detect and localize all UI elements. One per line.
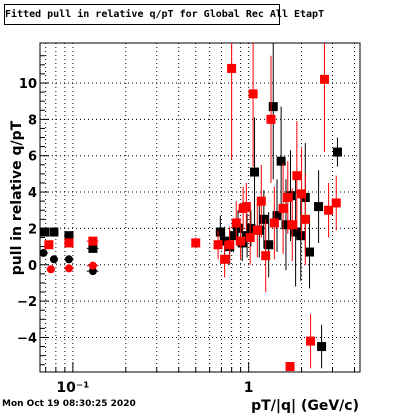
data-point	[266, 114, 276, 124]
data-point	[319, 74, 329, 84]
data-point	[88, 243, 98, 253]
data-point	[291, 227, 301, 237]
y-tick-label: 6	[28, 150, 37, 165]
axis-ticks	[40, 55, 355, 372]
data-point	[213, 240, 223, 250]
data-point	[324, 205, 334, 215]
timestamp: Mon Oct 19 08:30:25 2020	[2, 399, 136, 409]
data-point	[191, 238, 201, 248]
data-point	[272, 211, 282, 221]
data-point	[281, 220, 291, 230]
x-tick-labels: 10⁻¹ 1	[56, 380, 253, 396]
data-point	[233, 223, 243, 233]
data-point	[264, 240, 274, 250]
data-marks	[39, 43, 342, 372]
data-point	[256, 196, 266, 206]
data-point	[268, 102, 278, 112]
data-point	[317, 342, 327, 352]
y-axis-label: pull in relative q/pT	[9, 120, 25, 275]
data-point	[250, 167, 260, 177]
x-tick-label: 1	[244, 380, 254, 396]
data-point	[285, 362, 295, 372]
data-point	[44, 240, 54, 250]
data-point	[259, 214, 269, 224]
data-point	[287, 220, 297, 230]
data-point	[246, 223, 256, 233]
data-point	[248, 89, 258, 99]
data-point	[88, 261, 97, 270]
data-point	[241, 202, 251, 212]
data-point	[46, 265, 55, 274]
data-point	[261, 251, 271, 261]
data-point	[252, 225, 262, 235]
y-tick-label: −2	[17, 295, 37, 310]
y-tick-label: −4	[17, 331, 37, 346]
data-point	[225, 240, 235, 250]
y-tick-label: 4	[28, 186, 37, 201]
data-point	[64, 264, 73, 273]
data-point	[64, 231, 74, 241]
data-point	[276, 156, 286, 166]
data-point	[236, 236, 246, 246]
x-axis-label: pT/|q| (GeV/c)	[251, 398, 359, 414]
x-tick-label: 10⁻¹	[56, 380, 89, 396]
data-point	[39, 248, 48, 257]
data-point	[64, 255, 73, 264]
data-point	[283, 193, 293, 203]
data-point	[229, 231, 239, 241]
y-tick-label: 10	[19, 77, 37, 92]
data-point	[332, 147, 342, 157]
data-point	[314, 202, 324, 212]
data-point	[220, 254, 230, 264]
y-tick-label: 2	[28, 222, 37, 237]
y-tick-label: 0	[28, 259, 37, 274]
data-point	[306, 336, 316, 346]
data-point	[278, 203, 288, 213]
y-tick-label: 8	[28, 113, 37, 128]
chart-title: Fitted pull in relative q/pT for Global …	[4, 4, 324, 25]
data-point	[231, 218, 241, 228]
data-point	[64, 238, 74, 248]
data-point	[269, 218, 279, 228]
data-point	[305, 247, 315, 257]
data-point	[49, 255, 58, 264]
plot-frame	[39, 42, 361, 373]
data-point	[292, 171, 302, 181]
data-point	[296, 231, 306, 241]
y-tick-labels: −4 −2 0 2 4 6 8 10	[17, 77, 37, 346]
data-point	[245, 232, 255, 242]
data-point	[297, 189, 307, 199]
data-point	[300, 214, 310, 224]
data-point	[215, 227, 225, 237]
data-point	[88, 236, 98, 246]
grid-lines	[40, 43, 360, 372]
data-point	[49, 227, 59, 237]
data-point	[331, 198, 341, 208]
data-point	[227, 63, 237, 73]
data-point	[40, 227, 50, 237]
